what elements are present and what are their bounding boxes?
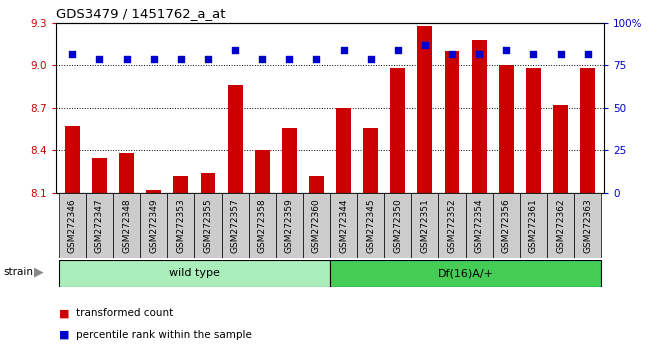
Point (176, 56, 186, 62)
Text: ■: ■ (59, 330, 70, 339)
Bar (65, 126, 80, 193)
Bar (357, 193, 384, 258)
Text: GSM272351: GSM272351 (420, 198, 430, 253)
Bar (86, 193, 113, 258)
Text: GDS3479 / 1451762_a_at: GDS3479 / 1451762_a_at (56, 7, 226, 20)
Bar (255, 150, 270, 193)
Bar (113, 193, 140, 258)
Text: GSM272352: GSM272352 (447, 198, 457, 253)
Point (420, 42, 430, 48)
Text: GSM272361: GSM272361 (529, 198, 538, 253)
Point (447, 51, 457, 56)
Point (94, 56, 105, 62)
Point (339, 47, 349, 53)
Bar (445, 51, 459, 193)
Text: GSM272347: GSM272347 (95, 198, 104, 253)
Text: GSM272360: GSM272360 (312, 198, 321, 253)
Bar (228, 85, 242, 193)
Bar (363, 128, 378, 193)
Text: GSM272348: GSM272348 (122, 198, 131, 253)
Bar (195, 193, 222, 258)
Text: GSM272359: GSM272359 (285, 198, 294, 253)
Point (203, 56, 213, 62)
Bar (499, 65, 513, 193)
Bar (411, 193, 438, 258)
Bar (119, 153, 134, 193)
Text: GSM272362: GSM272362 (556, 198, 565, 253)
Bar (222, 193, 249, 258)
Text: strain: strain (3, 267, 33, 277)
Point (257, 56, 267, 62)
Point (555, 51, 566, 56)
Text: GSM272346: GSM272346 (68, 198, 77, 253)
Point (148, 56, 159, 62)
Bar (59, 193, 86, 258)
Point (67, 51, 78, 56)
Text: GSM272356: GSM272356 (502, 198, 511, 253)
Bar (330, 260, 601, 287)
Bar (140, 193, 167, 258)
Text: GSM272353: GSM272353 (176, 198, 185, 253)
Point (582, 51, 593, 56)
Text: GSM272357: GSM272357 (230, 198, 240, 253)
Text: ■: ■ (59, 308, 70, 318)
Bar (438, 193, 465, 258)
Text: wild type: wild type (169, 268, 220, 279)
Text: GSM272344: GSM272344 (339, 199, 348, 253)
Bar (384, 193, 411, 258)
Bar (580, 68, 595, 193)
Bar (167, 193, 195, 258)
Text: GSM272345: GSM272345 (366, 198, 375, 253)
Bar (330, 193, 357, 258)
Bar (174, 176, 188, 193)
Text: GSM272358: GSM272358 (257, 198, 267, 253)
Point (311, 56, 321, 62)
Point (501, 47, 512, 53)
Bar (547, 193, 574, 258)
Bar (147, 190, 161, 193)
Point (393, 47, 403, 53)
Text: Df(16)A/+: Df(16)A/+ (438, 268, 494, 279)
Point (366, 56, 376, 62)
Bar (493, 193, 520, 258)
Text: GSM272363: GSM272363 (583, 198, 592, 253)
Point (474, 51, 484, 56)
Bar (309, 176, 324, 193)
Text: GSM272350: GSM272350 (393, 198, 403, 253)
Point (230, 47, 240, 53)
Bar (249, 193, 276, 258)
Text: transformed count: transformed count (76, 308, 173, 318)
Text: ▶: ▶ (34, 266, 44, 278)
Point (284, 56, 294, 62)
Bar (303, 193, 330, 258)
Bar (336, 108, 351, 193)
Bar (276, 193, 303, 258)
Bar (574, 193, 601, 258)
Bar (472, 40, 486, 193)
Text: GSM272355: GSM272355 (203, 198, 213, 253)
Bar (390, 68, 405, 193)
Bar (526, 68, 541, 193)
Bar (201, 173, 215, 193)
Point (528, 51, 539, 56)
Bar (553, 105, 568, 193)
Bar (92, 158, 107, 193)
Bar (520, 193, 547, 258)
Bar (418, 26, 432, 193)
Bar (465, 193, 493, 258)
Bar (282, 128, 297, 193)
Text: percentile rank within the sample: percentile rank within the sample (76, 330, 251, 339)
Bar (59, 260, 330, 287)
Point (121, 56, 132, 62)
Text: GSM272354: GSM272354 (475, 198, 484, 253)
Text: GSM272349: GSM272349 (149, 198, 158, 253)
